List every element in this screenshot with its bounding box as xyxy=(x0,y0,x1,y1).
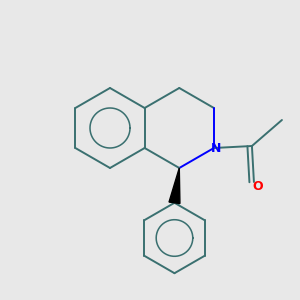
Polygon shape xyxy=(169,168,180,204)
Text: N: N xyxy=(211,142,221,154)
Text: O: O xyxy=(253,179,263,193)
